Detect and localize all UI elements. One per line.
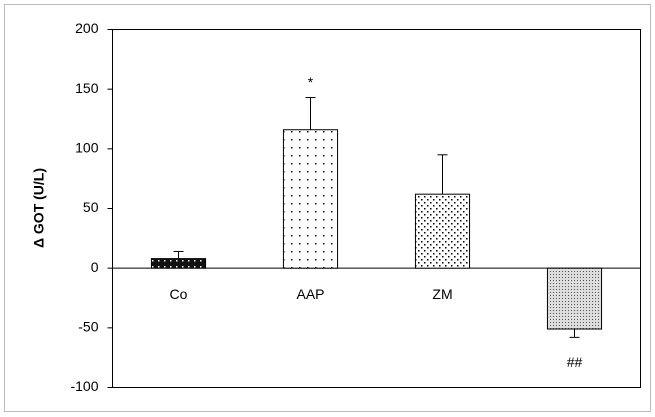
x-tick-label: Co — [170, 286, 188, 302]
y-axis-label: Δ GOT (U/L) — [31, 168, 47, 248]
bar — [150, 258, 207, 269]
y-tick-label: 150 — [75, 80, 99, 96]
y-tick-label: 0 — [91, 259, 99, 275]
bar — [282, 129, 339, 269]
y-tick-label: -50 — [78, 319, 98, 335]
bar — [546, 267, 603, 330]
plot-border — [112, 29, 641, 388]
y-tick-label: 50 — [83, 199, 99, 215]
y-tick-label: -100 — [70, 378, 98, 394]
bar — [414, 193, 471, 269]
y-tick-label: 100 — [75, 140, 99, 156]
frame — [4, 4, 651, 412]
annotation: ## — [567, 354, 583, 370]
x-tick-label: AAP — [296, 286, 324, 302]
y-tick-label: 200 — [75, 20, 99, 36]
annotation: * — [308, 74, 314, 90]
x-tick-label: ZM — [432, 286, 452, 302]
